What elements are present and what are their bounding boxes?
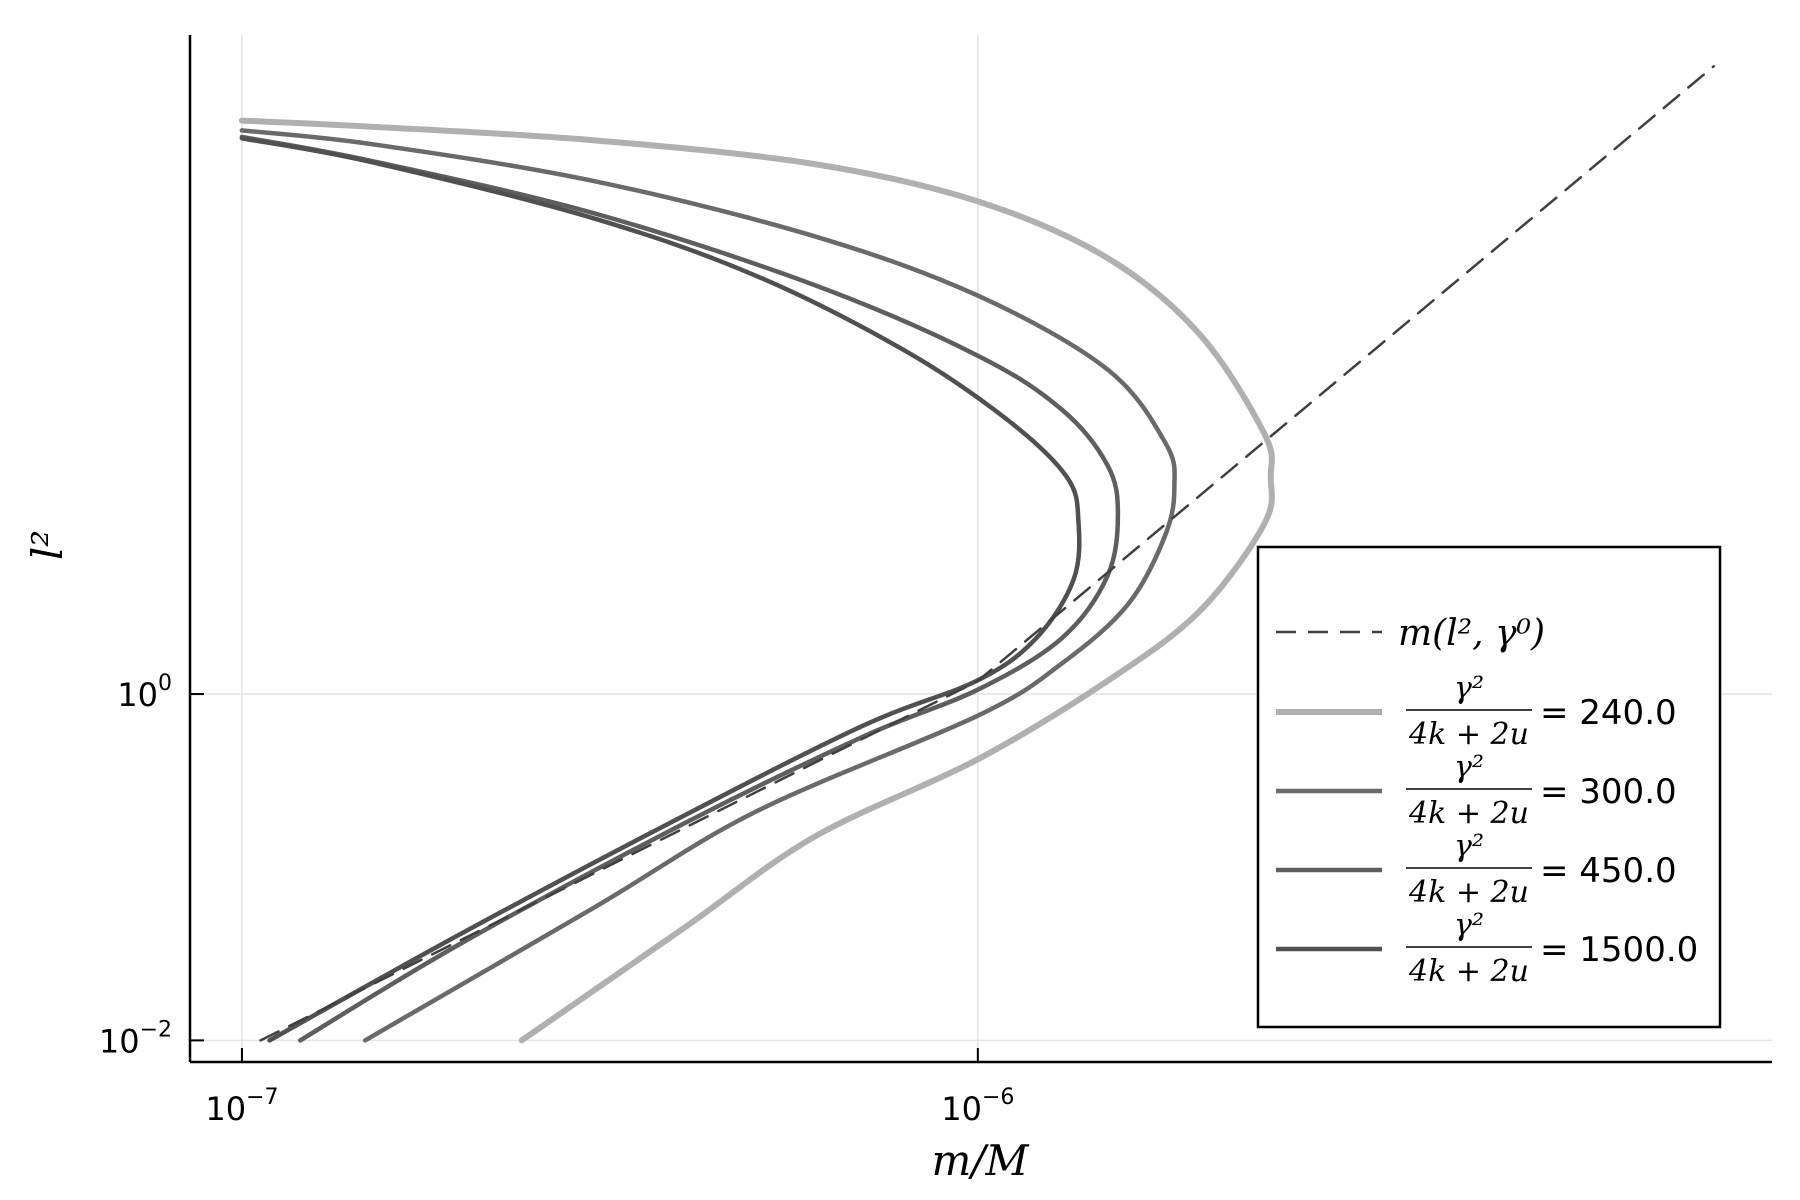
legend-fraction-denominator: 4k + 2u bbox=[1408, 717, 1529, 752]
x-axis-label: m/M bbox=[932, 1136, 1030, 1185]
legend-value: = 300.0 bbox=[1540, 772, 1677, 812]
axes bbox=[188, 35, 1772, 1064]
series-line-0 bbox=[259, 65, 1715, 1042]
legend-item-1: γ² 4k + 2u = 240.0 bbox=[1276, 671, 1677, 752]
x-tick-label: 10−6 bbox=[941, 1085, 1014, 1128]
legend-item-0: m(l², γ⁰) bbox=[1276, 613, 1545, 654]
y-axis-label: l² bbox=[23, 530, 72, 560]
legend-value: = 240.0 bbox=[1540, 693, 1677, 733]
legend-fraction-numerator: γ² bbox=[1454, 829, 1484, 864]
legend-item-4: γ² 4k + 2u = 1500.0 bbox=[1276, 908, 1698, 989]
legend-fraction-numerator: γ² bbox=[1454, 671, 1484, 706]
legend-fraction-numerator: γ² bbox=[1454, 750, 1484, 785]
tick-layer: 10−7 10−6 100 10−2 bbox=[99, 671, 1015, 1128]
legend-fraction-denominator: 4k + 2u bbox=[1408, 875, 1529, 910]
y-tick-label: 10−2 bbox=[99, 1017, 172, 1060]
legend-item-3: γ² 4k + 2u = 450.0 bbox=[1276, 829, 1677, 910]
y-tick-label: 100 bbox=[117, 671, 172, 714]
x-tick-label: 10−7 bbox=[205, 1085, 278, 1128]
series-line-4 bbox=[239, 136, 1082, 1043]
legend-label: m(l², γ⁰) bbox=[1398, 613, 1545, 654]
series-layer bbox=[238, 65, 1715, 1044]
legend-fraction-numerator: γ² bbox=[1454, 908, 1484, 943]
legend-fraction-denominator: 4k + 2u bbox=[1408, 796, 1529, 831]
legend-value: = 1500.0 bbox=[1540, 930, 1698, 970]
series-line-2 bbox=[239, 128, 1177, 1043]
legend-item-2: γ² 4k + 2u = 300.0 bbox=[1276, 750, 1677, 831]
series-line-3 bbox=[239, 134, 1121, 1043]
legend-value: = 450.0 bbox=[1540, 851, 1677, 891]
series-line-1 bbox=[238, 117, 1275, 1044]
legend-fraction-denominator: 4k + 2u bbox=[1408, 954, 1529, 989]
